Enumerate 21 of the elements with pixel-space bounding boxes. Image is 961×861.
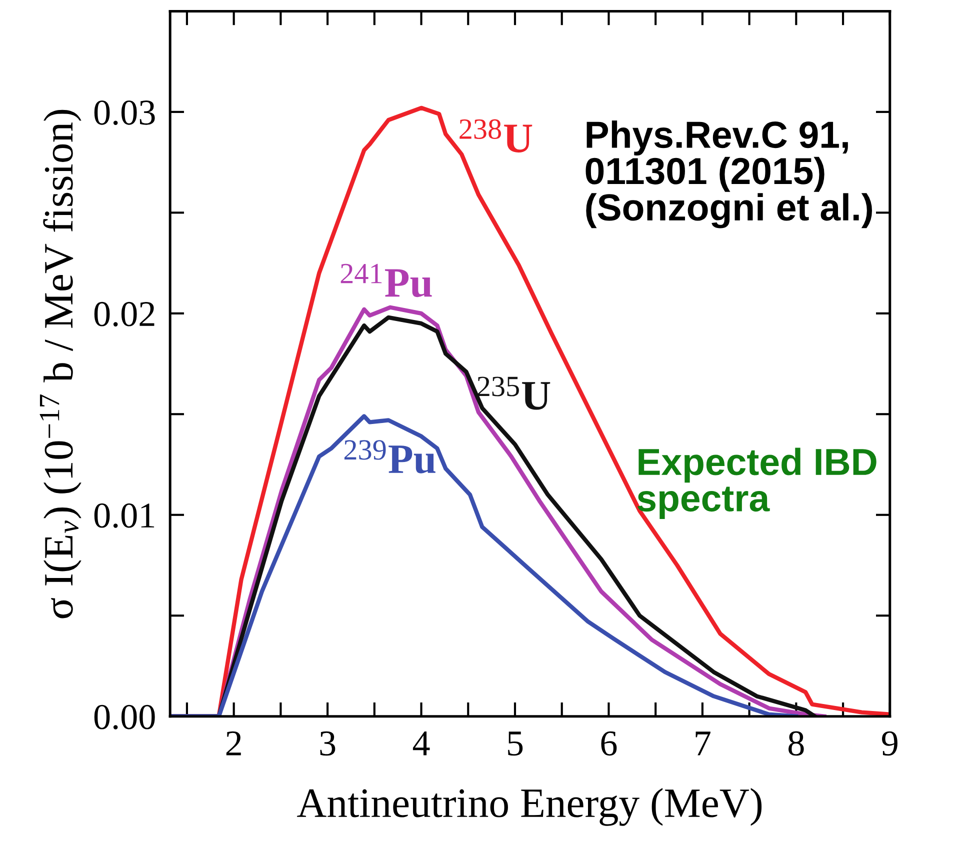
series-label: $^{241}$Pu: [340, 264, 432, 298]
x-tick-label: 6: [601, 731, 617, 756]
y-axis-title: σ I(E$_{ν}$) (10$^{−17}$ b / MeV fission): [40, 110, 82, 618]
series-label: $^{235}$U: [478, 376, 550, 410]
x-tick-label: 7: [696, 732, 710, 756]
annotation: Phys.Rev.C 91, 011301 (2015) (Sonzogni et al.): [586, 120, 872, 228]
x-tick-label: 8: [788, 731, 804, 756]
line-series: [170, 414, 798, 716]
x-tick-label: 3: [320, 731, 336, 756]
y-tick-label: 0.02: [94, 302, 154, 326]
y-tick-label: 0.03: [94, 100, 155, 125]
series-label: $^{239}$Pu: [344, 440, 436, 474]
y-tick-label: 0.01: [94, 503, 154, 528]
y-tick-label: 0.00: [94, 704, 155, 730]
series-label: $^{238}$U: [460, 119, 532, 152]
annotation: Expected IBD spectra: [638, 448, 876, 519]
x-tick-label: 4: [412, 732, 430, 756]
x-tick-label: 2: [226, 731, 241, 756]
x-tick-label: 9: [882, 731, 898, 756]
x-axis-title: Antineutrino Energy (MeV): [297, 788, 762, 826]
x-tick-label: 5: [508, 732, 523, 756]
